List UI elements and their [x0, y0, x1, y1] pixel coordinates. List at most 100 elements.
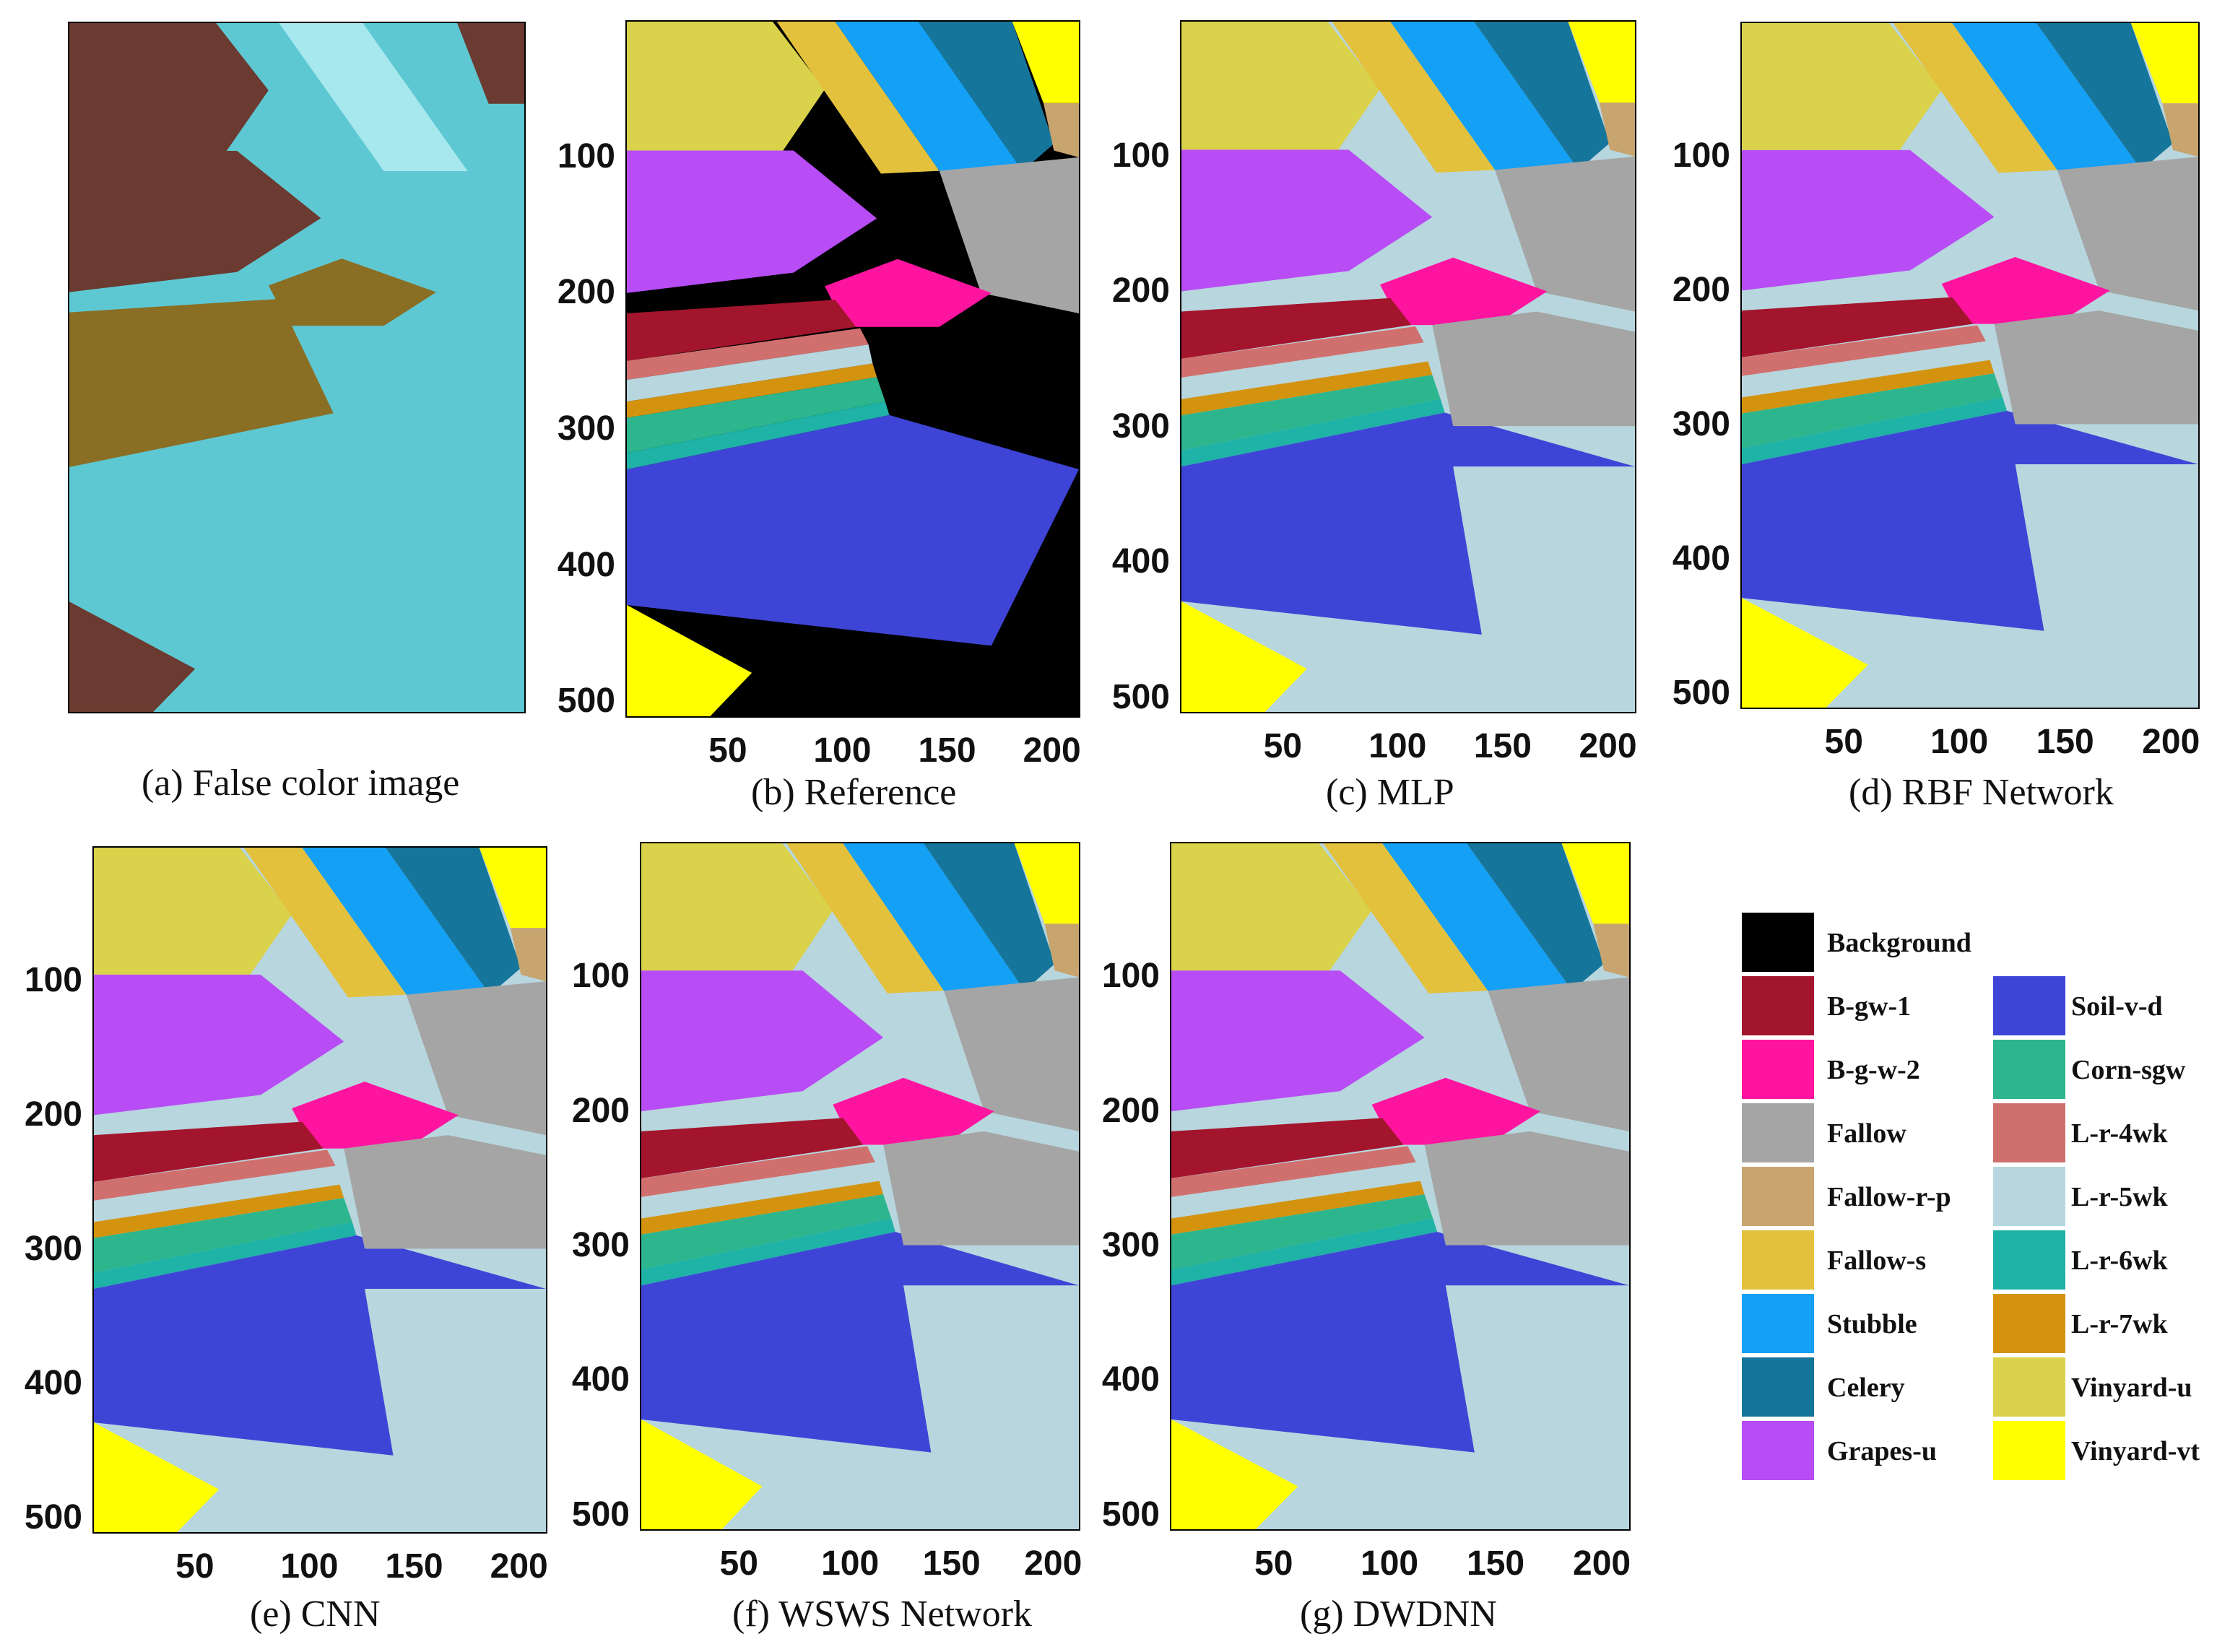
panel-c-field-grapes-u [1181, 149, 1433, 292]
panel-c-field-l-r-4wk [1181, 326, 1424, 378]
ytick-d-100: 100 [1672, 136, 1730, 175]
ytick-c-400: 400 [1111, 542, 1170, 581]
ytick-b-500: 500 [557, 682, 615, 721]
panel-d-field-vinyard-u [1742, 23, 1942, 150]
legend-c1-8-label: Grapes-u [1827, 1436, 1937, 1466]
ytick-e-100: 100 [24, 960, 82, 999]
legend-c1-4-swatch [1742, 1167, 1814, 1226]
panel-f-field-l-r-4wk [641, 1146, 875, 1197]
ref-field-l-r-4wk [627, 328, 869, 381]
panel-f-fallow-mid [883, 1131, 1079, 1245]
panel-c-fallow-mid [1432, 311, 1635, 427]
panel-f-field-grapes-u [641, 970, 884, 1112]
fc-light-strip [279, 23, 468, 171]
caption-b: (b) Reference [751, 772, 957, 813]
xtick-c-150: 150 [1473, 727, 1532, 765]
panel-g-field-stubble [1382, 843, 1573, 991]
panel-d-field-grapes-u [1742, 149, 1995, 291]
panel-e-field-grapes-u [94, 974, 344, 1116]
panel-g-svg [1171, 843, 1629, 1529]
ref-field-vinyard-vt [1012, 22, 1079, 103]
xtick-d-100: 100 [1930, 723, 1989, 761]
fc-olive-2 [268, 258, 437, 326]
xtick-b-150: 150 [918, 731, 976, 770]
ytick-g-500: 500 [1101, 1495, 1160, 1534]
panel-f-l-r-5wk-bottom [903, 1285, 1079, 1529]
ytick-c-500: 500 [1111, 677, 1170, 716]
ytick-b-200: 200 [557, 273, 615, 312]
panel-a-svg [69, 23, 524, 712]
ref-field-fallow [939, 157, 1079, 313]
ytick-d-200: 200 [1672, 270, 1730, 309]
legend-c2-7-label: Vinyard-vt [2071, 1436, 2200, 1466]
panel-f-field-vinyard-vt-bottom [641, 1419, 763, 1529]
panel-g-fallow-mid [1424, 1131, 1629, 1245]
panel-c-field-celery [1474, 22, 1610, 170]
ytick-g-300: 300 [1101, 1225, 1160, 1264]
panel-e-field-corn-sgw [94, 1198, 352, 1273]
panel-g-field-fallow-r-p [1593, 923, 1629, 978]
legend-c1-0-label: Background [1827, 928, 1971, 958]
panel-g-field-fallow-s [1323, 843, 1488, 994]
ytick-c-300: 300 [1111, 407, 1170, 445]
panel-d-field-vinyard-vt-bottom [1742, 598, 1868, 708]
legend-c2-3-label: L-r-5wk [2071, 1182, 2168, 1212]
ytick-b-300: 300 [557, 409, 615, 448]
panel-d-field-fallow [2057, 157, 2198, 311]
panel-d-field-l-r-6wk [1742, 397, 2007, 465]
legend-c2-6-label: Vinyard-u [2071, 1373, 2192, 1403]
panel-d-field-b-g-w-2 [1941, 257, 2110, 324]
legend-c2-7-swatch [1993, 1421, 2065, 1480]
legend-c2-6-swatch [1993, 1357, 2065, 1417]
ref-field-soil-v-d [627, 414, 1079, 646]
xtick-g-200: 200 [1573, 1544, 1631, 1583]
mlp-map [1180, 20, 1636, 713]
rbf-network-map [1740, 22, 2200, 709]
xtick-g-150: 150 [1467, 1544, 1525, 1583]
panel-d-field-fallow-s [1893, 23, 2057, 173]
panel-c-field-l-r-7wk [1181, 361, 1433, 416]
panel-e-l-r-5wk-bottom [365, 1289, 546, 1532]
fc-dark-4 [69, 601, 196, 712]
panel-g-l-r-5wk-bottom [1445, 1285, 1629, 1529]
panel-e-fallow-mid [344, 1135, 546, 1249]
legend-c1-3-swatch [1742, 1103, 1814, 1162]
xtick-e-50: 50 [175, 1547, 214, 1586]
ref-field-vinyard-vt-bottom [627, 604, 752, 716]
panel-e-field-fallow-s [243, 848, 407, 998]
panel-e-field-fallow [406, 981, 546, 1136]
panel-e-field-l-r-5wk [94, 1165, 340, 1222]
panel-d-fallow-mid [1994, 310, 2198, 425]
legend-c1-5-swatch [1742, 1230, 1814, 1290]
legend-c1-2-label: B-g-w-2 [1827, 1055, 1920, 1085]
legend-c1-6-swatch [1742, 1294, 1814, 1353]
xtick-e-200: 200 [490, 1547, 548, 1586]
wsws-network-map [640, 842, 1080, 1531]
ref-field-vinyard-u [627, 22, 825, 151]
xtick-e-100: 100 [280, 1547, 339, 1586]
xtick-c-200: 200 [1579, 727, 1637, 765]
legend-c2-1-swatch [1993, 1040, 2065, 1099]
panel-d-field-stubble [1952, 23, 2142, 170]
legend-c1-7-label: Celery [1827, 1373, 1905, 1403]
panel-f-field-l-r-5wk [641, 1162, 880, 1219]
legend-c1-7-swatch [1742, 1357, 1814, 1417]
panel-f-field-b-gw-1 [641, 1118, 864, 1178]
panel-b-svg [627, 22, 1079, 716]
legend-c2-5-swatch [1993, 1294, 2065, 1353]
panel-g-field-b-gw-1 [1171, 1118, 1404, 1178]
ytick-c-200: 200 [1111, 271, 1170, 310]
panel-c-field-vinyard-vt [1568, 22, 1635, 103]
xtick-f-100: 100 [821, 1544, 880, 1583]
fc-dark-1 [69, 23, 269, 152]
legend-c1-6-label: Stubble [1827, 1309, 1917, 1339]
caption-d: (d) RBF Network [1849, 772, 2114, 813]
panel-c-field-vinyard-vt-bottom [1181, 601, 1307, 712]
panel-d-field-celery [2036, 23, 2174, 170]
legend-c2-4-label: L-r-6wk [2071, 1245, 2168, 1276]
ytick-f-400: 400 [571, 1360, 630, 1399]
panel-g-field-l-r-6wk [1171, 1218, 1438, 1286]
panel-f-field-l-r-7wk [641, 1181, 884, 1235]
ytick-e-500: 500 [24, 1497, 82, 1536]
xtick-b-200: 200 [1023, 731, 1081, 770]
